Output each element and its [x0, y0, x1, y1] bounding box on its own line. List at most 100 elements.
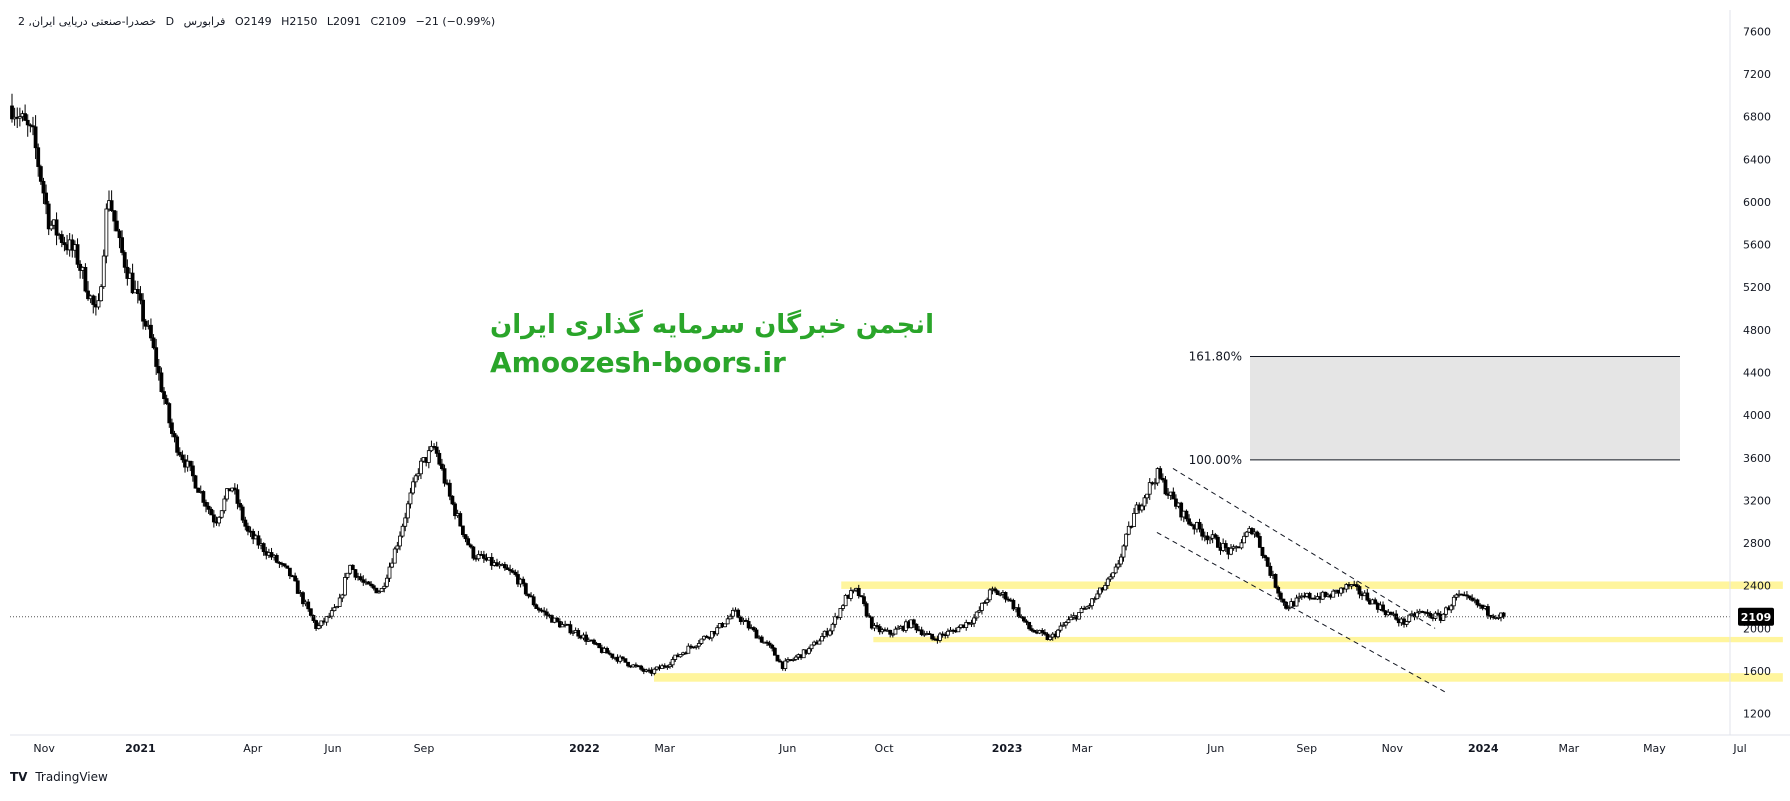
candle-body: [767, 642, 772, 646]
price-tick-label: 4000: [1743, 409, 1771, 422]
fib-box: [1250, 356, 1680, 460]
time-tick-label: Jun: [1206, 742, 1224, 755]
candle-body: [277, 561, 282, 564]
time-tick-label: Sep: [414, 742, 435, 755]
candle-body: [1179, 502, 1184, 518]
candle-body: [665, 666, 670, 669]
candle-body: [243, 519, 248, 527]
candle-body: [945, 630, 950, 636]
candle-body: [324, 616, 329, 623]
candle-body: [301, 592, 305, 605]
candle-body: [400, 525, 405, 537]
candle-body: [1147, 482, 1152, 495]
candle-body: [1032, 630, 1037, 633]
candle-body: [390, 562, 395, 568]
candle-body: [442, 468, 447, 484]
candle-body: [1286, 607, 1291, 610]
candle-body: [1344, 584, 1349, 590]
candle-body: [141, 299, 145, 322]
candle-body: [1079, 608, 1084, 613]
support-zone: [873, 636, 1783, 643]
candle-body: [848, 590, 853, 599]
candle-body: [1433, 612, 1438, 619]
candle-body: [453, 503, 457, 517]
candle-body: [217, 516, 221, 524]
candle-body: [694, 645, 699, 648]
candle-body: [408, 492, 413, 505]
candle-body: [256, 535, 261, 546]
candle-body: [801, 649, 806, 659]
last-price-tag: [1738, 607, 1774, 626]
price-tick-label: 2800: [1743, 537, 1771, 550]
candle-body: [610, 653, 615, 658]
candle-body: [1066, 619, 1071, 623]
candle-body: [1200, 528, 1205, 537]
candle-body: [505, 567, 510, 570]
candle-body: [440, 463, 444, 470]
candle-body: [222, 498, 227, 512]
candle-body: [75, 244, 80, 265]
candle-body: [772, 647, 777, 656]
candle-body: [117, 230, 122, 239]
candle-body: [240, 506, 245, 521]
candle-body: [605, 647, 609, 654]
candle-body: [1126, 525, 1131, 535]
price-tick-label: 4400: [1743, 367, 1771, 380]
candle-body: [1294, 597, 1299, 607]
candle-body: [513, 571, 518, 575]
candle-body: [122, 252, 127, 268]
candle-body: [167, 403, 172, 424]
candle-body: [639, 665, 644, 670]
price-tick-label: 1600: [1743, 665, 1771, 678]
candle-body: [1121, 545, 1126, 558]
candle-body: [25, 119, 30, 126]
candle-body: [1263, 555, 1267, 559]
candle-body: [1116, 563, 1121, 568]
candle-body: [1006, 598, 1011, 601]
exchange-name: فرابورس: [183, 15, 226, 28]
candle-body: [86, 290, 90, 300]
candle-body: [919, 629, 924, 635]
candle-body: [1027, 621, 1032, 630]
candle-body: [1260, 546, 1265, 556]
candle-body: [1436, 612, 1440, 615]
candle-body: [728, 615, 733, 620]
candle-body: [534, 604, 539, 609]
candle-body: [335, 606, 339, 609]
candle-body: [542, 610, 547, 613]
candle-body: [1229, 547, 1233, 555]
candle-body: [327, 615, 332, 618]
candle-body: [529, 595, 533, 598]
candle-body: [576, 630, 581, 637]
candle-body: [1197, 522, 1202, 530]
change-value: −21 (−0.99%): [415, 15, 496, 28]
candle-body: [135, 289, 140, 295]
time-tick-label: Apr: [243, 742, 263, 755]
candle-body: [295, 580, 300, 594]
candle-body: [1250, 528, 1254, 535]
candle-body: [306, 601, 311, 610]
candle-body: [489, 556, 494, 566]
candle-body: [353, 569, 358, 578]
candle-body: [1257, 536, 1262, 548]
candle-body: [33, 126, 38, 149]
candle-body: [1174, 498, 1178, 507]
time-tick-label: Jun: [323, 742, 341, 755]
tradingview-logo-icon: TV: [10, 770, 28, 784]
candle-body: [209, 508, 214, 516]
candle-body: [1103, 585, 1108, 591]
tradingview-brand[interactable]: TV TradingView: [10, 770, 108, 784]
candle-body: [1113, 566, 1118, 574]
candle-body: [859, 595, 864, 598]
candle-body: [329, 610, 334, 617]
price-tick-label: 5200: [1743, 281, 1771, 294]
candle-body: [1470, 597, 1475, 601]
candle-body: [1404, 621, 1409, 625]
candle-body: [1145, 493, 1150, 499]
candle-body: [678, 654, 683, 658]
candle-body: [1105, 578, 1110, 586]
candle-body: [896, 627, 900, 630]
candle-body: [411, 481, 415, 494]
